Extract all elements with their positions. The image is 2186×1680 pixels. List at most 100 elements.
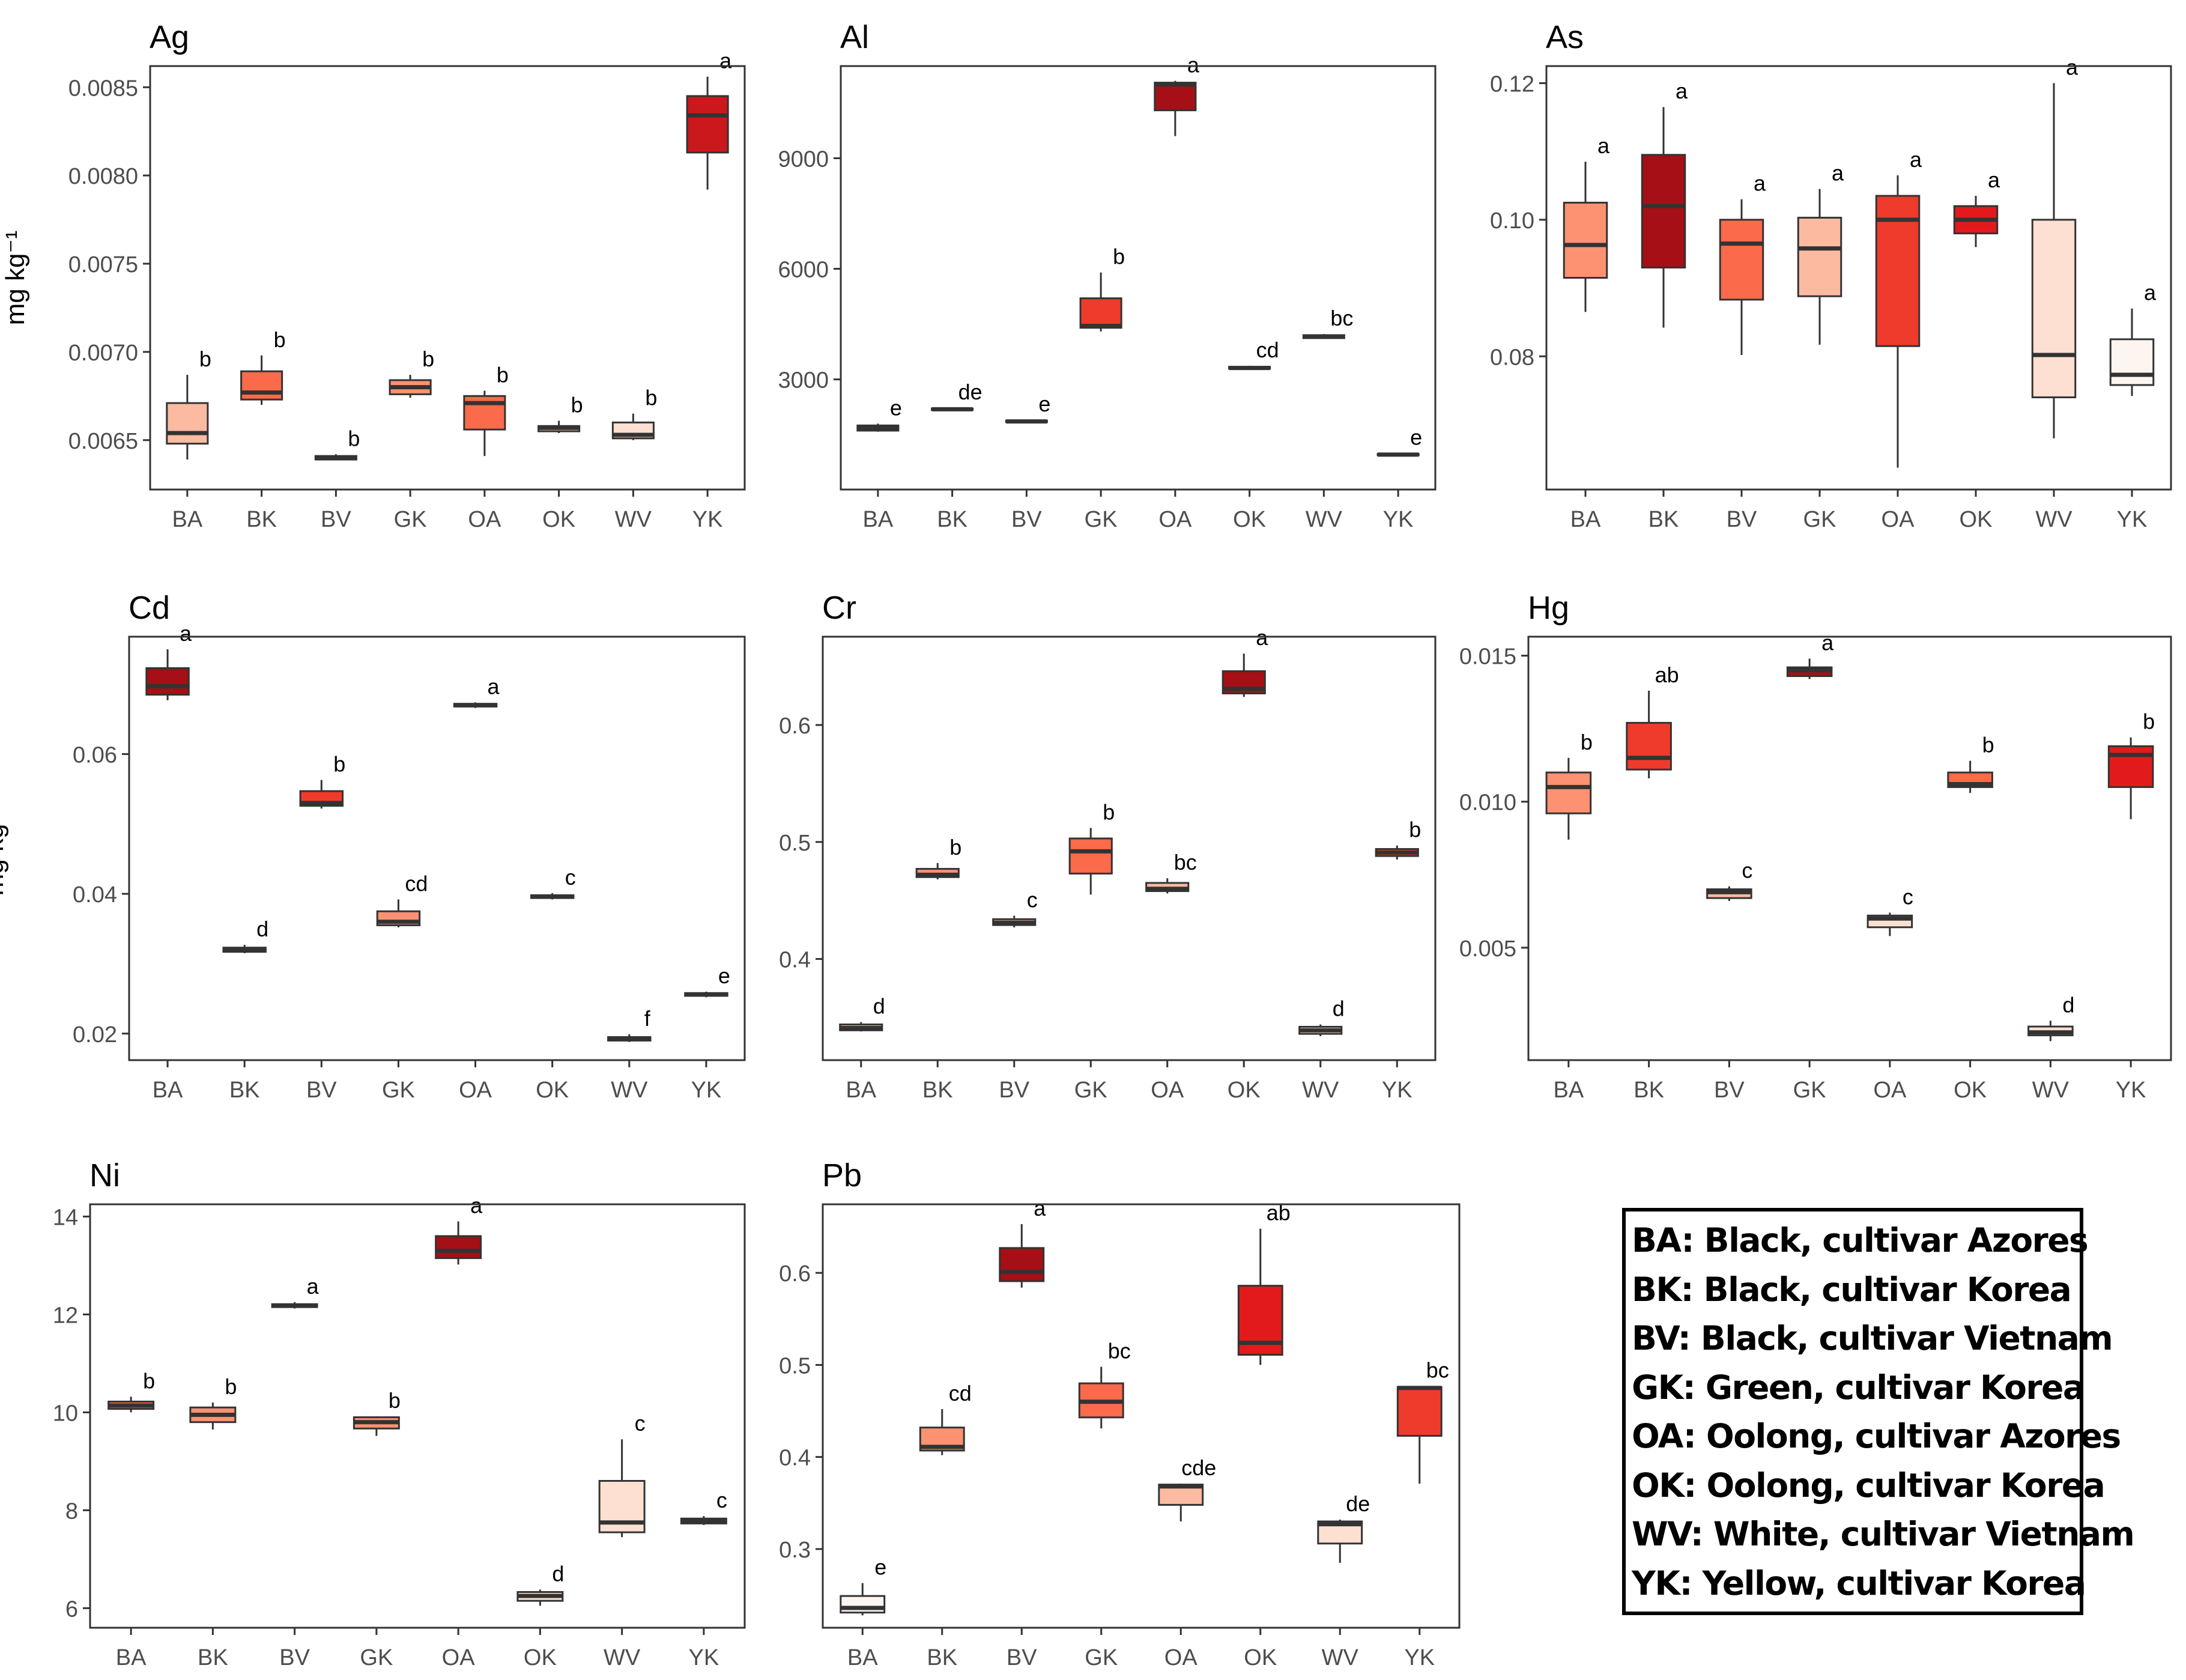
y-tick-label: 6 [65,1597,78,1622]
x-tick-label: BK [937,507,967,532]
panel-cd: Cd mg kg⁻¹ 0.02 0.04 0.06 a BA d BK b BV cd GK a OA c OK… [0,590,746,1103]
y-tick-label: 0.015 [1459,644,1516,670]
y-tick-label: 10 [53,1401,78,1426]
significance-letter: bc [1330,306,1353,330]
x-tick-label: YK [692,507,723,532]
x-tick-label: BV [279,1645,310,1670]
x-tick-label: BV [1714,1078,1745,1103]
significance-letter: de [1346,1491,1370,1516]
x-tick-label: OK [1954,1078,1987,1103]
x-tick-label: WV [604,1645,641,1670]
y-tick-label: 0.02 [73,1022,117,1048]
x-tick-label: WV [2032,1078,2069,1103]
x-tick-label: OA [1164,1645,1198,1670]
significance-letter: b [949,835,961,860]
significance-letter: a [307,1274,319,1299]
x-tick-label: BK [246,507,277,532]
x-tick-label: OK [1244,1645,1277,1670]
box [1396,1386,1443,1437]
legend-item: OA: Oolong, cultivar Azores [1632,1417,2121,1455]
x-tick-label: GK [394,507,427,532]
panel-title: Pb [822,1157,862,1193]
box [2031,219,2077,398]
x-tick-label: GK [1085,507,1118,532]
x-tick-label: BK [1633,1078,1664,1103]
x-tick-label: BK [927,1645,957,1670]
x-tick-label: YK [1382,1078,1412,1103]
y-tick-label: 0.0070 [68,341,138,366]
significance-letter: c [635,1411,646,1436]
box [686,95,729,154]
panel-as: As 0.08 0.10 0.12 a BA a BK a BV a GK a OA a OK a WV a YK [1490,19,2172,532]
box [1626,721,1672,771]
significance-letter: a [1754,171,1766,196]
legend: BA: Black, cultivar Azores BK: Black, cu… [1622,1208,2135,1615]
panel-title: Cd [129,590,170,626]
y-tick-label: 0.4 [779,948,811,973]
y-tick-label: 9000 [778,147,829,172]
significance-letter: c [565,865,576,890]
significance-letter: b [497,363,509,387]
legend-item: BA: Black, cultivar Azores [1632,1221,2089,1260]
significance-letter: d [552,1561,564,1586]
significance-letter: e [1410,425,1422,449]
significance-letter: bc [1108,1339,1131,1363]
panel-title: Ag [150,19,189,55]
significance-letter: a [470,1193,483,1218]
x-tick-label: BA [847,1645,878,1670]
significance-letter: e [890,395,902,420]
y-tick-label: 12 [53,1303,78,1328]
significance-letter: e [874,1555,886,1580]
box [1641,154,1686,268]
y-tick-label: 0.5 [779,831,811,856]
significance-letter: a [2066,55,2079,79]
significance-letter: b [274,327,286,352]
significance-letter: e [1038,392,1050,416]
y-tick-label: 0.0085 [68,76,138,101]
significance-letter: de [958,380,982,404]
y-tick-label: 14 [53,1205,78,1230]
x-tick-label: YK [2116,1078,2146,1103]
box [1154,82,1197,112]
panel-title: As [1546,19,1584,55]
x-tick-label: GK [1074,1078,1107,1103]
significance-letter: c [716,1488,727,1512]
significance-letter: cd [1256,338,1279,362]
box [1563,201,1608,279]
y-axis-label: mg kg⁻¹ [0,801,9,896]
x-tick-label: OA [442,1645,476,1670]
panel-border [1527,635,2172,1061]
x-tick-label: BK [229,1078,260,1103]
box [1719,219,1764,301]
significance-letter: b [1113,244,1125,269]
significance-letter: a [1034,1196,1046,1221]
panel-ni: Nimg kg⁻¹68101214bBAbBKaBVbGKaOAdOKcWVcY… [53,1157,746,1670]
x-tick-label: OA [1873,1078,1907,1103]
significance-letter: b [333,751,345,776]
significance-letter: d [2062,992,2074,1017]
significance-letter: a [1676,79,1688,103]
box [240,370,283,401]
significance-letter: c [1742,858,1752,883]
significance-letter: cd [405,871,428,896]
significance-letter: a [1988,168,2000,192]
x-tick-label: GK [1793,1078,1826,1103]
y-tick-label: 0.10 [1490,208,1534,234]
panel-border [89,1203,746,1629]
y-tick-label: 0.010 [1459,790,1516,816]
significance-letter: cd [949,1381,972,1406]
x-tick-label: YK [1383,507,1414,532]
x-tick-label: BA [1570,507,1601,532]
significance-letter: b [1103,799,1115,824]
significance-letter: b [389,1388,401,1413]
significance-letter: a [1187,53,1200,77]
y-tick-label: 0.06 [73,742,117,768]
significance-letter: b [1409,817,1421,842]
x-tick-label: BA [172,507,203,532]
x-tick-label: BK [1649,507,1679,532]
panel-border [1545,65,2172,491]
significance-letter: a [1910,147,1922,172]
x-tick-label: BA [153,1078,183,1103]
significance-letter: c [1903,884,1913,909]
x-tick-label: BA [846,1078,876,1103]
